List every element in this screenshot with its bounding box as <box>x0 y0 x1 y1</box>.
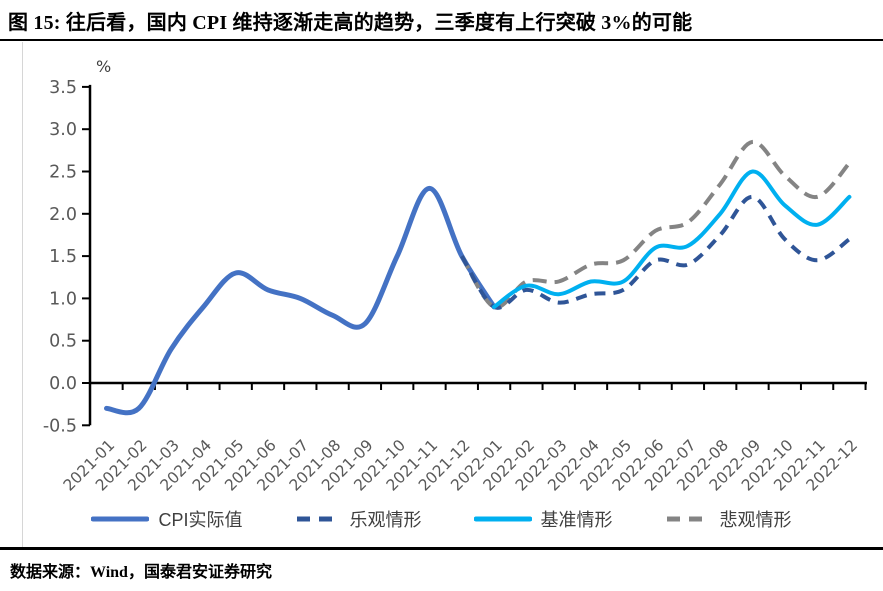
legend-swatch-actual <box>91 516 150 522</box>
y-tick-label: 3.5 <box>49 78 77 98</box>
series-pessimistic-line <box>460 139 851 310</box>
y-axis-unit-label: % <box>96 57 111 76</box>
title-divider <box>0 39 883 41</box>
legend-label-actual: CPI实际值 <box>158 510 243 530</box>
legend-swatch-pessimistic <box>666 516 709 522</box>
legend-swatch-optimistic <box>296 516 339 522</box>
figure-title: 图 15: 往后看，国内 CPI 维持逐渐走高的趋势，三季度有上行突破 3%的可… <box>8 12 693 34</box>
chart-legend: CPI实际值 乐观情形 基准情形 悲观情形 <box>30 501 853 537</box>
legend-label-optimistic: 乐观情形 <box>349 510 422 530</box>
y-tick-label: 0.5 <box>49 332 77 352</box>
y-tick-label: -0.5 <box>43 416 77 436</box>
y-tick-label: 2.5 <box>49 163 77 183</box>
data-source: 数据来源：Wind，国泰君安证券研究 <box>10 564 272 581</box>
footer-divider <box>0 547 883 550</box>
y-tick-label: 1.5 <box>49 247 77 267</box>
legend-item-actual: CPI实际值 <box>91 506 243 532</box>
y-tick-label: 1.0 <box>49 289 77 309</box>
y-tick-label: 2.0 <box>49 205 77 225</box>
legend-item-optimistic: 乐观情形 <box>295 506 422 532</box>
series-optimistic-line <box>460 194 851 310</box>
series-baseline-line <box>492 169 852 309</box>
y-tick-label: 0.0 <box>49 374 77 394</box>
legend-item-baseline: 基准情形 <box>473 506 613 532</box>
figure-left-border <box>22 42 23 547</box>
legend-item-pessimistic: 悲观情形 <box>665 506 792 532</box>
cpi-line-chart: -0.50.00.51.01.52.02.53.03.5%2021-012021… <box>43 57 867 495</box>
legend-swatch-baseline <box>473 516 532 522</box>
y-tick-label: 3.0 <box>49 120 77 140</box>
legend-label-pessimistic: 悲观情形 <box>719 510 792 530</box>
legend-label-baseline: 基准情形 <box>540 510 613 530</box>
series-actual-line <box>104 185 497 416</box>
